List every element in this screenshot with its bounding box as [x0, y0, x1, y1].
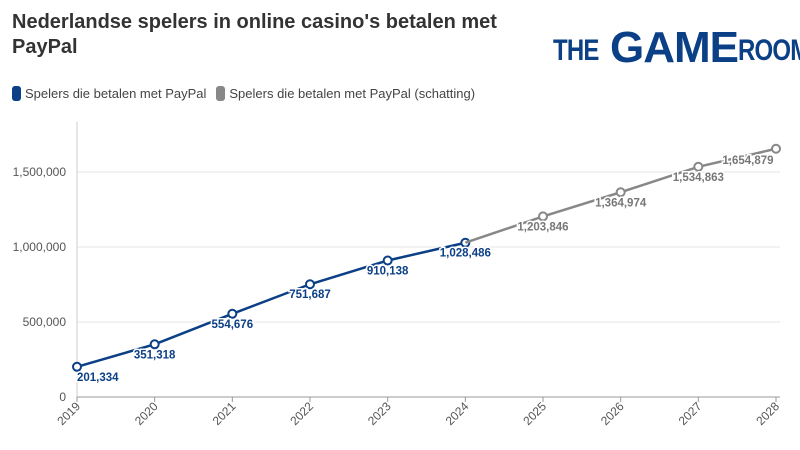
- legend-swatch-estimate: [216, 86, 226, 101]
- legend-item-actual[interactable]: Spelers die betalen met PayPal: [12, 86, 206, 101]
- legend-swatch-actual: [12, 86, 21, 101]
- data-point: [615, 187, 626, 198]
- legend: Spelers die betalen met PayPal Spelers d…: [12, 86, 475, 101]
- y-tick-label: 1,500,000: [13, 165, 67, 179]
- legend-label-estimate: Spelers die betalen met PayPal (schattin…: [229, 86, 476, 101]
- thegameroom-logo: THE GAME ROOM: [553, 23, 800, 72]
- data-label: 1,654,879: [722, 155, 773, 167]
- x-tick-label: 2027: [676, 399, 705, 428]
- data-label: 1,534,863: [673, 172, 724, 184]
- x-tick-label: 2021: [210, 399, 239, 428]
- chart-title: Nederlandse spelers in online casino's b…: [12, 11, 497, 58]
- data-point: [227, 308, 238, 319]
- series-line-actual: [76, 241, 466, 369]
- data-point: [693, 161, 704, 172]
- data-point: [771, 143, 781, 154]
- data-label: 351,318: [134, 349, 176, 361]
- data-point: [305, 279, 315, 290]
- x-tick-label: 2022: [287, 399, 316, 428]
- data-label: 751,687: [289, 289, 331, 301]
- data-point: [149, 339, 160, 350]
- data-point: [538, 211, 548, 222]
- data-label: 1,203,846: [517, 221, 568, 233]
- data-point: [72, 361, 82, 372]
- x-tick-label: 2025: [520, 399, 549, 428]
- y-tick-label: 0: [59, 390, 66, 404]
- x-tick-label: 2026: [598, 399, 627, 428]
- data-label: 201,334: [77, 372, 119, 384]
- data-label: 554,676: [212, 319, 254, 331]
- y-tick-label: 500,000: [23, 315, 67, 329]
- logo-room: ROOM: [738, 34, 800, 67]
- x-tick-label: 2020: [132, 399, 161, 428]
- x-tick-label: 2028: [753, 399, 782, 428]
- x-tick-label: 2023: [365, 399, 394, 428]
- legend-label-actual: Spelers die betalen met PayPal: [25, 86, 207, 101]
- x-tick-label: 2024: [443, 399, 472, 428]
- data-label: 1,028,486: [440, 248, 491, 260]
- data-label: 1,364,974: [595, 197, 647, 209]
- logo-game: GAME: [610, 23, 739, 72]
- data-label: 910,138: [367, 265, 409, 277]
- legend-item-estimate[interactable]: Spelers die betalen met PayPal (schattin…: [216, 86, 475, 101]
- data-point: [382, 255, 393, 266]
- y-tick-label: 1,000,000: [13, 240, 67, 254]
- logo-the: THE: [553, 34, 599, 67]
